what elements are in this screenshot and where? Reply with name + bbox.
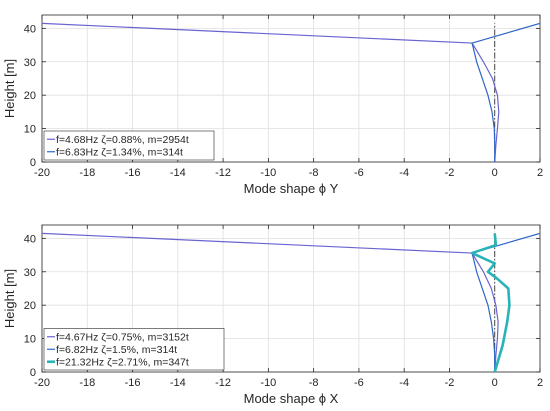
x-tick-label: -12 bbox=[215, 377, 231, 389]
x-tick-label: 2 bbox=[537, 167, 543, 179]
x-tick-label: -2 bbox=[445, 377, 455, 389]
x-tick-label: -14 bbox=[170, 167, 186, 179]
x-tick-label: -10 bbox=[260, 167, 276, 179]
x-tick-label: -18 bbox=[79, 167, 95, 179]
y-tick-label: 40 bbox=[24, 23, 36, 35]
series-line-2 bbox=[471, 22, 540, 162]
y-tick-label: 10 bbox=[24, 124, 36, 136]
x-tick-label: -4 bbox=[399, 167, 409, 179]
x-axis-label: Mode shape ϕ Y bbox=[244, 181, 339, 196]
series-line-1 bbox=[42, 22, 500, 162]
series-line-1 bbox=[42, 232, 499, 372]
y-tick-label: 10 bbox=[24, 334, 36, 346]
y-tick-label: 20 bbox=[24, 300, 36, 312]
x-tick-label: -4 bbox=[399, 377, 409, 389]
x-tick-label: -14 bbox=[170, 377, 186, 389]
y-tick-label: 20 bbox=[24, 90, 36, 102]
x-tick-label: -18 bbox=[79, 377, 95, 389]
x-tick-label: -20 bbox=[34, 167, 50, 179]
y-axis-label: Height [m] bbox=[2, 269, 17, 328]
legend-entry: f=6.83Hz ζ=1.34%, m=314t bbox=[56, 146, 183, 158]
series-line-2 bbox=[471, 232, 540, 372]
x-tick-label: 2 bbox=[537, 377, 543, 389]
y-tick-label: 0 bbox=[30, 367, 36, 379]
axes-box bbox=[41, 14, 541, 163]
y-tick-label: 0 bbox=[30, 157, 36, 169]
x-tick-label: -16 bbox=[125, 377, 141, 389]
x-tick-label: -8 bbox=[309, 377, 319, 389]
legend-box bbox=[43, 130, 215, 161]
legend-box bbox=[43, 328, 225, 371]
y-tick-label: 30 bbox=[24, 57, 36, 69]
x-tick-label: -20 bbox=[34, 377, 50, 389]
x-axis-label: Mode shape ϕ X bbox=[244, 391, 339, 406]
plot-area bbox=[42, 232, 540, 372]
legend-entry: f=21.32Hz ζ=2.71%, m=347t bbox=[56, 356, 189, 368]
y-tick-label: 40 bbox=[24, 233, 36, 245]
subplot-1: -20 -18 -16 -14 -12 -10 -8 -6 -4 -2 0 2010203040Mod… bbox=[2, 14, 543, 196]
x-tick-label: -12 bbox=[215, 167, 231, 179]
series-line-3 bbox=[470, 233, 511, 372]
y-tick-label: 30 bbox=[24, 267, 36, 279]
subplot-2: -20 -18 -16 -14 -12 -10 -8 -6 -4 -2 0 2010203040Mod… bbox=[2, 224, 543, 406]
x-tick-label: -2 bbox=[445, 167, 455, 179]
x-tick-label: -6 bbox=[354, 167, 364, 179]
y-axis-label: Height [m] bbox=[2, 59, 17, 118]
x-tick-label: 0 bbox=[492, 167, 498, 179]
plot-area bbox=[42, 22, 540, 162]
x-tick-label: -16 bbox=[125, 167, 141, 179]
x-tick-label: -10 bbox=[260, 377, 276, 389]
axes-box bbox=[41, 224, 541, 373]
x-tick-label: 0 bbox=[492, 377, 498, 389]
legend-entry: f=4.68Hz ζ=0.88%, m=2954t bbox=[56, 134, 189, 146]
x-tick-label: -6 bbox=[354, 377, 364, 389]
x-tick-label: -8 bbox=[309, 167, 319, 179]
legend-entry: f=4.67Hz ζ=0.75%, m=3152t bbox=[56, 331, 189, 343]
legend-entry: f=6.82Hz ζ=1.5%, m=314t bbox=[56, 344, 177, 356]
